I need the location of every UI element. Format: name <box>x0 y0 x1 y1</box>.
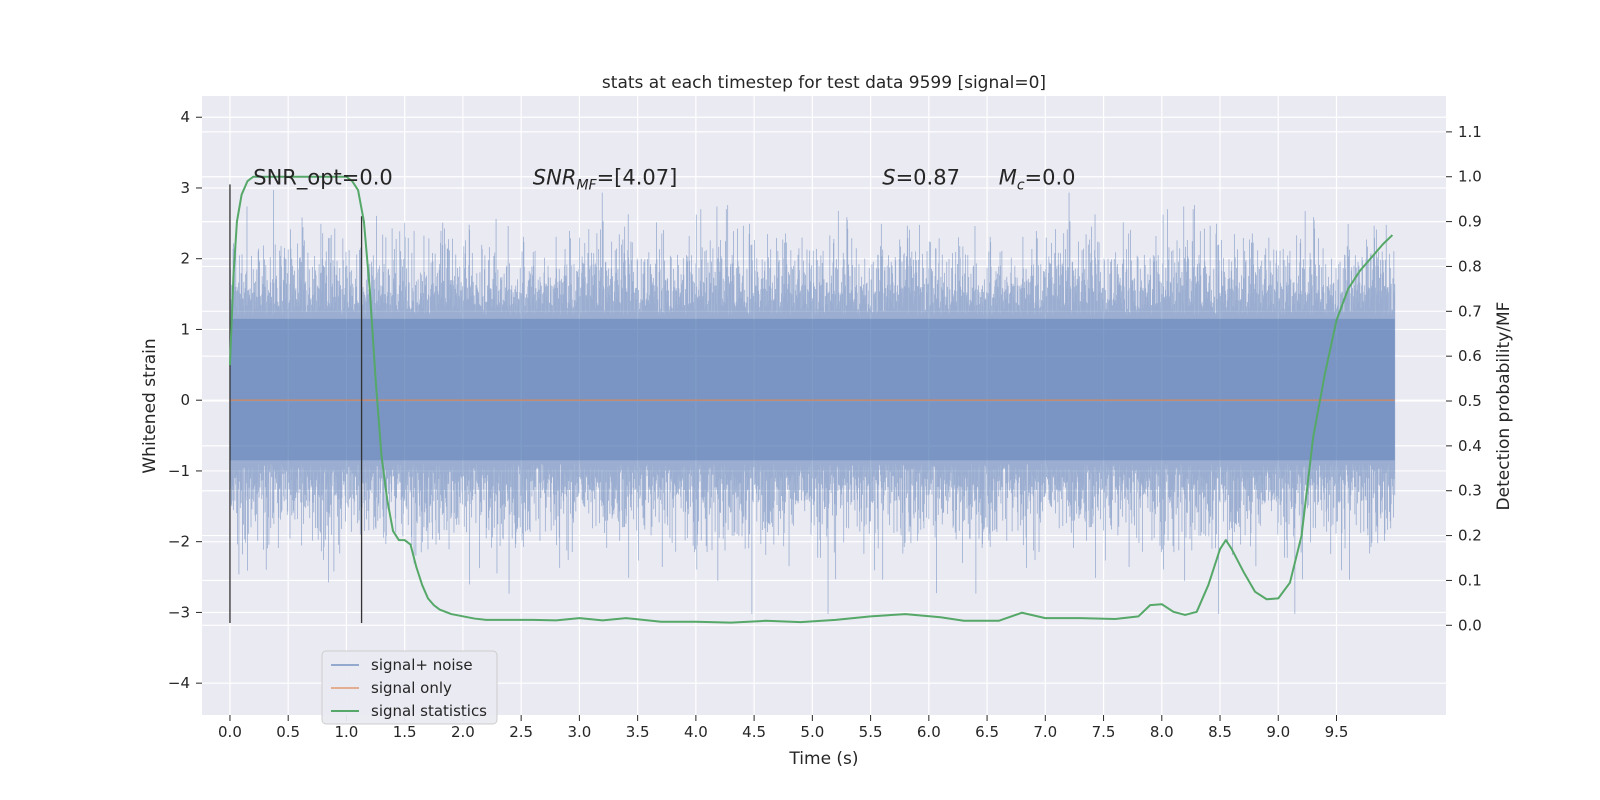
x-tick-label: 2.0 <box>451 723 475 741</box>
legend-label-statistics: signal statistics <box>371 702 487 720</box>
y-axis-left-ticks: −4 −3 −2 −1 0 1 2 3 4 <box>168 108 202 692</box>
y-left-tick-label: 3 <box>180 179 190 197</box>
y-right-tick-label: 0.7 <box>1458 302 1482 320</box>
annotation-text: SNRMF=[4.07] <box>533 165 678 193</box>
x-tick-label: 5.5 <box>859 723 883 741</box>
noise-band-core <box>229 318 1395 461</box>
statistics-series-line <box>228 175 1394 624</box>
x-tick-label: 0.0 <box>218 723 242 741</box>
y-right-tick-label: 0.8 <box>1458 257 1482 275</box>
chart-title: stats at each timestep for test data 959… <box>602 73 1046 93</box>
x-tick-label: 7.0 <box>1033 723 1057 741</box>
x-tick-label: 3.0 <box>567 723 591 741</box>
x-tick-label: 0.5 <box>276 723 300 741</box>
y-axis-right-ticks: 0.0 0.1 0.2 0.3 0.4 0.5 0.6 0.7 0.8 0.9 1.0 1.1 <box>1446 123 1482 634</box>
y-right-tick-label: 0.5 <box>1458 392 1482 410</box>
annotations: SNR_opt=0.0 SNRMF=[4.07] S=0.87 Mc=0.0 <box>253 165 1075 193</box>
y-left-tick-label: 0 <box>180 391 190 409</box>
legend-label-noise: signal+ noise <box>371 656 473 674</box>
legend-box <box>321 650 498 725</box>
y-right-tick-label: 0.1 <box>1458 571 1482 589</box>
x-axis-ticks: 0.0 0.5 1.0 1.5 2.0 2.5 3.0 3.5 4.0 4.5 5.0 5.5 6.0 6… <box>218 715 1348 741</box>
y-right-tick-label: 0.4 <box>1458 437 1482 455</box>
y-axis-left-label: Whitened strain <box>140 338 160 473</box>
noise-band <box>229 190 1396 615</box>
annotation-text: SNR_opt=0.0 <box>253 165 393 190</box>
x-tick-label: 5.0 <box>800 723 824 741</box>
annotation-text: Mc=0.0 <box>999 165 1076 193</box>
y-left-tick-label: −2 <box>168 533 190 551</box>
y-right-tick-label: 0.9 <box>1458 213 1482 231</box>
vertical-markers <box>229 184 363 624</box>
x-tick-label: 6.0 <box>917 723 941 741</box>
y-right-tick-label: 0.3 <box>1458 482 1482 500</box>
y-left-tick-label: 2 <box>180 250 190 268</box>
y-right-tick-label: 0.2 <box>1458 527 1482 545</box>
y-left-tick-label: −1 <box>168 462 190 480</box>
x-tick-label: 8.5 <box>1208 723 1232 741</box>
x-tick-label: 1.0 <box>335 723 359 741</box>
x-tick-label: 4.0 <box>684 723 708 741</box>
y-right-tick-label: 1.0 <box>1458 168 1482 186</box>
y-left-tick-label: 4 <box>180 108 190 126</box>
x-tick-label: 9.5 <box>1325 723 1349 741</box>
statistics-series <box>228 175 1394 624</box>
x-tick-label: 9.0 <box>1266 723 1290 741</box>
x-tick-label: 1.5 <box>393 723 417 741</box>
y-left-tick-label: −3 <box>168 603 190 621</box>
legend: signal+ noise signal only signal statist… <box>321 650 498 725</box>
x-tick-label: 4.5 <box>742 723 766 741</box>
x-tick-label: 6.5 <box>975 723 999 741</box>
y-right-tick-label: 1.1 <box>1458 123 1482 141</box>
y-right-tick-label: 0.6 <box>1458 347 1482 365</box>
x-tick-label: 2.5 <box>509 723 533 741</box>
y-right-tick-label: 0.0 <box>1458 616 1482 634</box>
x-axis-label: Time (s) <box>788 749 858 769</box>
y-axis-right-label: Detection probability/MF <box>1494 302 1514 511</box>
annotation-text: S=0.87 <box>882 165 960 189</box>
y-left-tick-label: 1 <box>180 320 190 338</box>
y-left-tick-label: −4 <box>168 674 190 692</box>
x-tick-label: 8.0 <box>1150 723 1174 741</box>
x-tick-label: 7.5 <box>1092 723 1116 741</box>
x-tick-label: 3.5 <box>626 723 650 741</box>
legend-label-signal: signal only <box>371 679 452 697</box>
